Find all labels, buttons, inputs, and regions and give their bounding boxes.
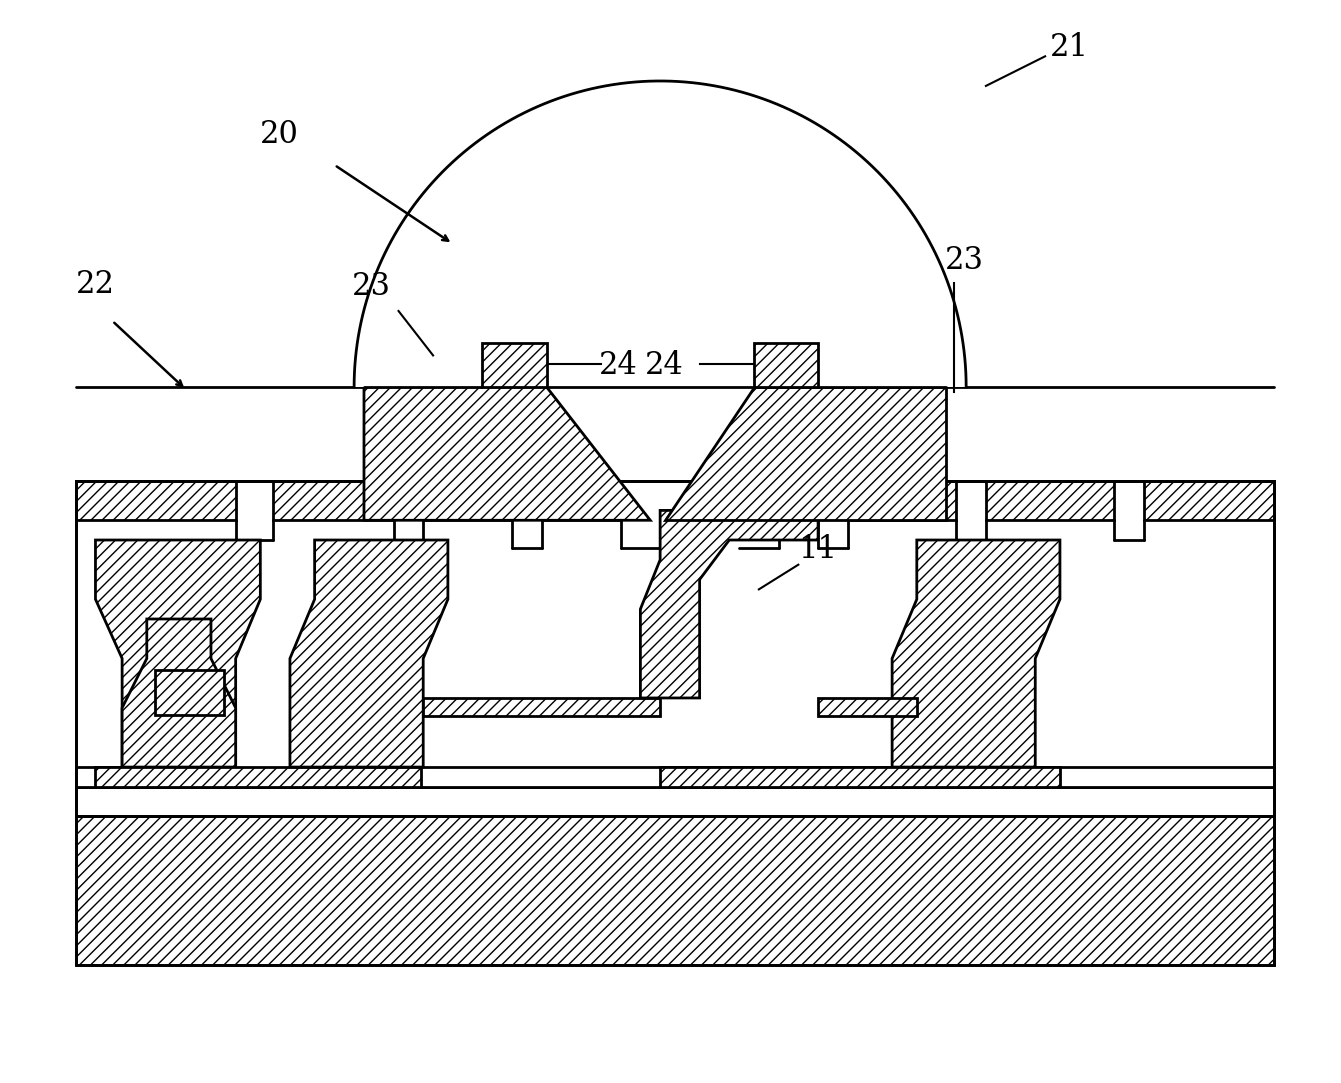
Text: 23: 23 [353,271,392,302]
Polygon shape [892,540,1059,767]
Polygon shape [665,387,947,520]
Bar [483,342,547,387]
Bar [95,767,421,787]
Bar [75,817,1274,965]
Bar [754,342,818,387]
Text: 20: 20 [260,119,299,151]
Bar [236,540,315,767]
Bar [986,481,1114,520]
Bar [424,697,660,716]
Text: 23: 23 [944,245,983,275]
Text: 21: 21 [1050,32,1089,63]
Bar [818,697,917,716]
Bar [75,481,1274,817]
Bar [75,787,1274,817]
Polygon shape [122,619,236,767]
Text: 24: 24 [645,350,684,381]
Text: 24: 24 [599,350,638,381]
Polygon shape [354,81,966,387]
Bar [75,767,1274,787]
Bar [75,481,236,520]
Bar [542,500,621,520]
Text: 11: 11 [798,534,837,565]
Bar [739,500,818,520]
Polygon shape [363,387,650,520]
Polygon shape [641,510,818,697]
Polygon shape [95,540,260,767]
Bar [154,670,224,715]
Bar [660,767,1059,787]
Bar [424,481,512,520]
Bar [848,481,956,520]
Text: 22: 22 [75,270,115,300]
Bar [274,481,394,520]
Polygon shape [290,540,448,767]
Bar [1144,481,1274,520]
